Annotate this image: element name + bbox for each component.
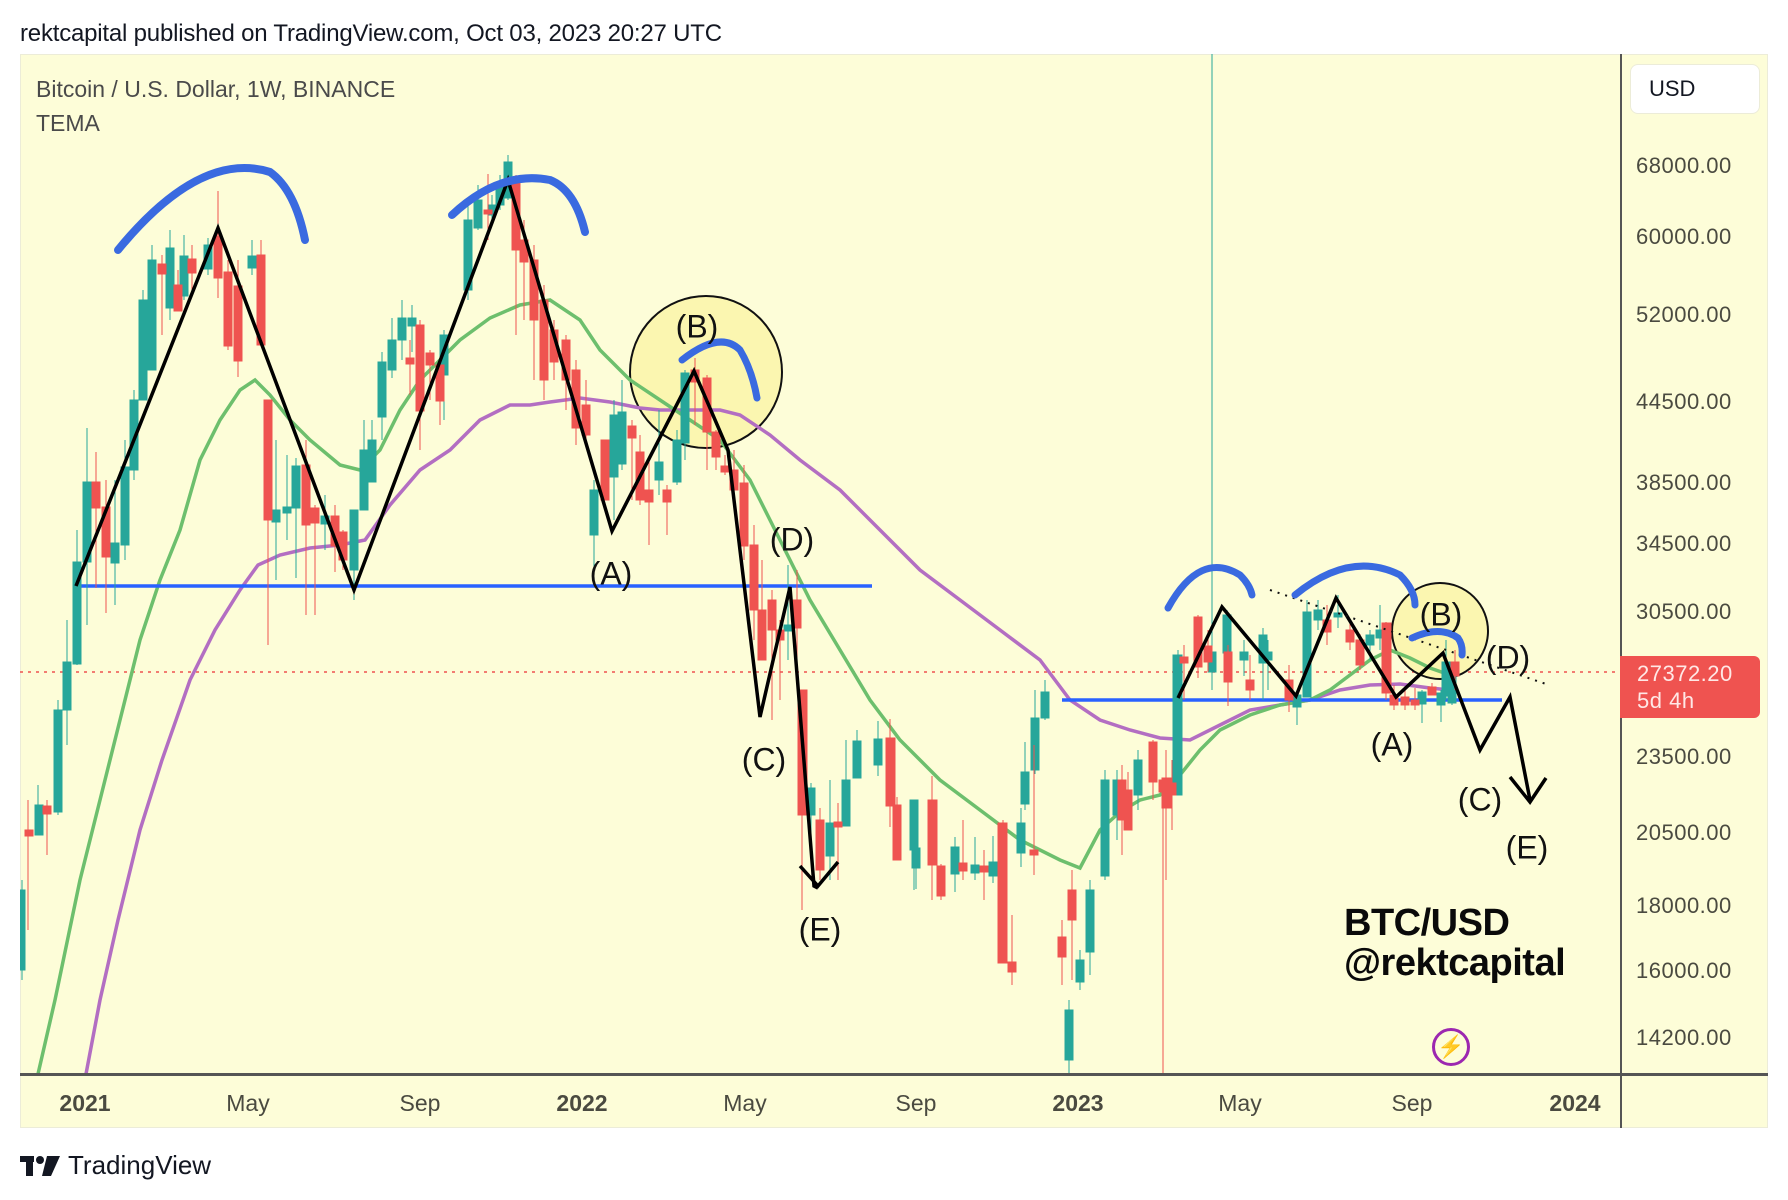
time-label: Sep <box>1391 1090 1433 1116</box>
bar-countdown: 5d 4h <box>1637 688 1695 713</box>
label-d-2023: (D) <box>1485 639 1531 676</box>
footer-logo[interactable]: TradingView <box>20 1150 211 1181</box>
arc-top-2023-a <box>1164 564 1256 612</box>
price-label: 60000.00 <box>1636 224 1732 249</box>
time-label: 2022 <box>556 1090 608 1116</box>
price-label: 23500.00 <box>1636 744 1732 769</box>
tema-fast-line <box>36 298 1451 1073</box>
trendline-2023 <box>1269 589 1547 685</box>
label-e-2022: (E) <box>798 911 842 948</box>
label-b-2023: (B) <box>1419 596 1463 633</box>
watermark-author: @rektcapital <box>1344 942 1566 984</box>
price-label: 30500.00 <box>1636 599 1732 624</box>
time-label: 2021 <box>59 1090 111 1116</box>
arc-top-2023-b <box>1291 562 1419 609</box>
watermark: BTC/USD @rektcapital <box>1344 902 1566 984</box>
price-label: 44500.00 <box>1636 389 1732 414</box>
candlesticks <box>20 54 1460 1073</box>
label-c-2022: (C) <box>741 741 787 778</box>
chart-panel[interactable] <box>20 54 1768 1128</box>
legend-symbol: Bitcoin / U.S. Dollar, 1W, BINANCE <box>36 76 396 102</box>
price-label: 20500.00 <box>1636 820 1732 845</box>
tema-slow-line <box>84 396 1451 1073</box>
watermark-pair: BTC/USD <box>1344 902 1510 944</box>
arc-top-2021-b <box>448 174 589 236</box>
arc-top-2023-c <box>1408 628 1466 659</box>
header-title: rektcapital published on TradingView.com… <box>20 20 722 47</box>
time-label: May <box>1218 1090 1262 1116</box>
last-price-value: 27372.20 <box>1637 661 1733 686</box>
label-c-2023: (C) <box>1457 781 1503 818</box>
zigzag-2023-arrow <box>1508 775 1548 805</box>
time-label: Sep <box>895 1090 937 1116</box>
tradingview-logo-icon <box>20 1155 60 1176</box>
label-d-2022: (D) <box>769 521 815 558</box>
time-label: Sep <box>399 1090 441 1116</box>
price-label: 16000.00 <box>1636 958 1732 983</box>
label-a-2023: (A) <box>1370 726 1414 763</box>
price-label: 34500.00 <box>1636 531 1732 556</box>
zigzag-2021-arrow <box>798 860 840 889</box>
currency-selector[interactable]: USD <box>1630 64 1760 114</box>
zigzag-2021 <box>74 174 819 890</box>
price-label: 14200.00 <box>1636 1025 1732 1050</box>
price-axis-divider <box>1620 54 1622 1128</box>
price-label: 52000.00 <box>1636 302 1732 327</box>
arc-top-2021-a <box>114 164 309 254</box>
time-label: 2023 <box>1052 1090 1104 1116</box>
price-label: 18000.00 <box>1636 893 1732 918</box>
price-label: 38500.00 <box>1636 470 1732 495</box>
zigzag-2023 <box>1176 594 1532 801</box>
lightning-icon[interactable]: ⚡ <box>1432 1028 1470 1066</box>
label-b-2022: (B) <box>675 308 719 345</box>
label-a-2022: (A) <box>589 555 633 592</box>
label-e-2023: (E) <box>1505 829 1549 866</box>
price-label: 68000.00 <box>1636 153 1732 178</box>
time-label: May <box>226 1090 270 1116</box>
time-label: 2024 <box>1549 1090 1601 1116</box>
arc-top-2022 <box>678 338 761 402</box>
last-price-badge: 27372.20 5d 4h <box>1620 656 1760 718</box>
footer-brand: TradingView <box>68 1150 212 1180</box>
legend-indicator[interactable]: TEMA <box>36 110 100 136</box>
time-axis-divider <box>20 1073 1768 1076</box>
time-label: May <box>723 1090 767 1116</box>
